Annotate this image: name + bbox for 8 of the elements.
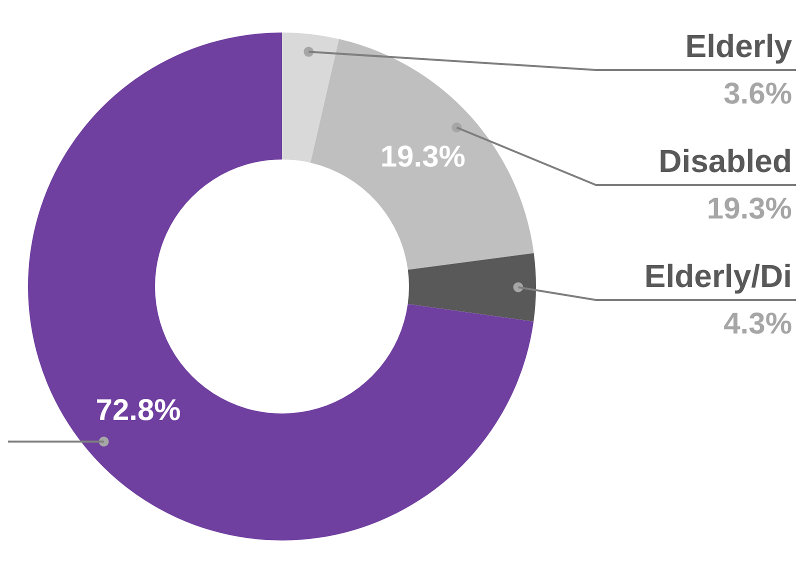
text: 19.3% [706, 192, 792, 226]
data-label: 3.6% [724, 77, 792, 110]
data-label: 72.8% [96, 394, 181, 427]
data-label: 19.3% [380, 140, 466, 174]
slice-label: Elderly/Di [644, 258, 792, 294]
slice-label: Disabled [658, 142, 792, 179]
slice-label: Elderly [685, 28, 792, 64]
data-label: 4.3% [724, 307, 792, 340]
